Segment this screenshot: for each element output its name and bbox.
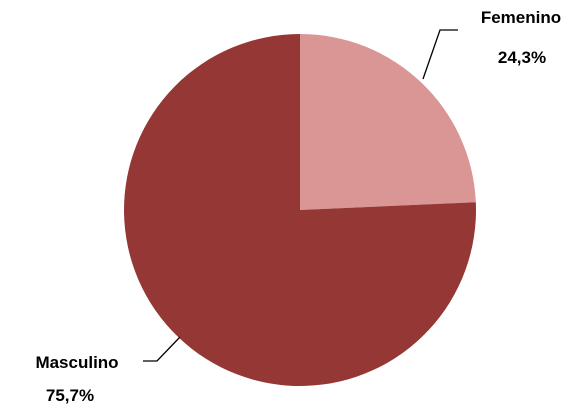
slice-value-femenino: 24,3% bbox=[498, 48, 546, 67]
pie-slice-femenino bbox=[300, 34, 476, 210]
pie-slices bbox=[124, 34, 477, 386]
label-group-masculino: Masculino 75,7% bbox=[35, 336, 181, 405]
slice-value-masculino: 75,7% bbox=[46, 386, 94, 405]
pie-slice-masculino bbox=[124, 34, 477, 386]
slice-label-masculino: Masculino bbox=[35, 353, 118, 372]
slice-label-femenino: Femenino bbox=[481, 8, 561, 27]
leader-line-femenino bbox=[422, 29, 458, 80]
label-group-femenino: Femenino 24,3% bbox=[422, 8, 561, 80]
leader-line-masculino bbox=[143, 336, 181, 362]
